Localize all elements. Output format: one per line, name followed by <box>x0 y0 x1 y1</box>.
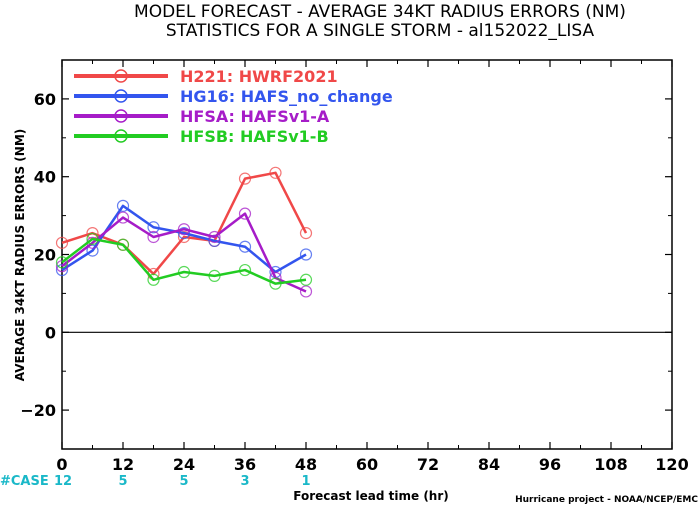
y-tick-label: −20 <box>20 401 56 420</box>
x-tick-label: 120 <box>655 455 688 474</box>
series-point <box>208 269 221 282</box>
case-count: 3 <box>240 474 249 489</box>
x-tick-label: 108 <box>594 455 627 474</box>
legend-marker <box>114 89 128 103</box>
series-point <box>177 230 191 244</box>
x-tick-label: 84 <box>478 455 500 474</box>
series-point <box>147 230 160 244</box>
y-tick-label: 40 <box>34 168 56 187</box>
series-line <box>61 237 307 285</box>
y-tick-label: 0 <box>45 323 56 342</box>
series-point <box>238 263 252 277</box>
y-tick-label: 20 <box>34 246 56 265</box>
series-point <box>299 273 313 286</box>
x-tick-label: 0 <box>56 455 67 474</box>
legend-label: HG16: HAFS_no_change <box>180 87 393 106</box>
series-point <box>86 232 99 246</box>
series-point <box>299 227 313 240</box>
y-tick-label: 60 <box>34 90 56 109</box>
series-point <box>238 172 252 185</box>
plot-frame <box>61 59 673 450</box>
series-line <box>61 212 307 293</box>
series-point <box>55 236 69 249</box>
series-point <box>269 166 282 179</box>
x-tick-label: 12 <box>112 455 134 474</box>
series-point <box>86 244 99 257</box>
series-point <box>208 234 221 247</box>
series-point <box>177 227 191 240</box>
series-point <box>55 263 69 277</box>
series-point <box>238 240 252 253</box>
series-point <box>116 211 130 224</box>
y-axis-label: AVERAGE 34KT RADIUS ERRORS (NM) <box>13 129 27 381</box>
case-label: #CASE <box>0 474 49 489</box>
case-count: 12 <box>54 474 72 489</box>
x-axis-label: Forecast lead time (hr) <box>293 489 449 503</box>
case-count: 1 <box>301 474 310 489</box>
chart-subtitle: STATISTICS FOR A SINGLE STORM - al152022… <box>166 21 595 41</box>
chart-title: MODEL FORECAST - AVERAGE 34KT RADIUS ERR… <box>134 2 626 22</box>
legend-marker <box>114 69 128 83</box>
case-count: 5 <box>118 474 127 489</box>
legend-marker <box>114 129 128 143</box>
legend-marker <box>114 109 128 123</box>
x-tick-label: 36 <box>234 455 256 474</box>
series-point <box>147 221 160 234</box>
series-point <box>116 238 130 251</box>
series-point <box>55 256 69 269</box>
series-point <box>238 207 252 220</box>
case-count: 5 <box>179 474 188 489</box>
x-tick-label: 60 <box>356 455 378 474</box>
x-tick-label: 48 <box>295 455 317 474</box>
series-point <box>147 273 160 286</box>
series-point <box>177 265 191 279</box>
x-tick-label: 24 <box>173 455 195 474</box>
x-tick-label: 96 <box>539 455 561 474</box>
legend-label: H221: HWRF2021 <box>180 67 338 86</box>
series-point <box>299 285 313 298</box>
x-tick-label: 72 <box>417 455 439 474</box>
series-point <box>177 223 191 236</box>
series-point <box>116 199 130 212</box>
credit-text: Hurricane project - NOAA/NCEP/EMC <box>515 495 698 505</box>
legend-label: HFSA: HAFSv1-A <box>180 107 330 126</box>
series-point <box>208 230 221 244</box>
legend-label: HFSB: HAFSv1-B <box>180 127 329 146</box>
series-point <box>269 277 282 290</box>
series-point <box>55 260 69 273</box>
series-point <box>299 248 313 261</box>
